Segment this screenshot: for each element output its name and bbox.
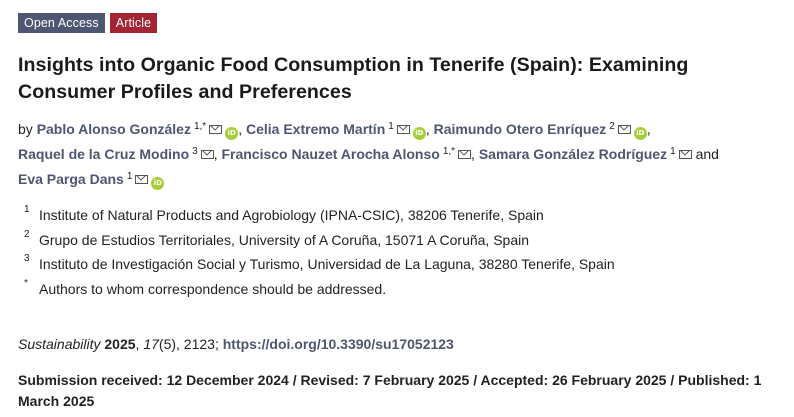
author-separator: , xyxy=(213,146,218,162)
affiliation-number: * xyxy=(24,277,28,289)
author-entry: Celia Extremo Martín 1 iD, xyxy=(245,121,430,140)
author-name-link[interactable]: Samara González Rodríguez xyxy=(478,146,668,162)
affiliation-text: Grupo de Estudios Territoriales, Univers… xyxy=(39,231,530,248)
author-affiliation-marker: 1,* xyxy=(442,146,456,157)
author-name-link[interactable]: Raquel de la Cruz Modino xyxy=(18,146,190,162)
article-badges: Open Access Article xyxy=(18,13,158,33)
author-separator: , xyxy=(425,121,430,137)
affiliation-text: Instituto de Investigación Social y Turi… xyxy=(39,256,615,272)
author-entry: Raquel de la Cruz Modino 3, xyxy=(18,146,218,162)
author-name-link[interactable]: Raimundo Otero Enríquez xyxy=(433,121,607,137)
mail-icon[interactable] xyxy=(209,125,223,134)
author-name-link[interactable]: Eva Parga Dans xyxy=(18,171,124,187)
author-entry: Raimundo Otero Enríquez 2 iD, xyxy=(433,121,651,140)
mail-icon[interactable] xyxy=(678,150,692,159)
author-name-link[interactable]: Francisco Nauzet Arocha Alonso xyxy=(221,146,440,162)
mail-icon[interactable] xyxy=(458,150,472,159)
citation-issue: (5) xyxy=(158,336,177,352)
author-entry: Samara González Rodríguez 1 xyxy=(479,146,692,162)
citation-pages: , 2123; xyxy=(176,336,223,352)
author-affiliation-marker: 1 xyxy=(670,146,676,157)
affiliation-number: 3 xyxy=(24,253,30,264)
authors-and: and xyxy=(695,146,719,162)
journal-name: Sustainability xyxy=(18,336,101,352)
author-list: by Pablo Alonso González 1,*iD, Celia Ext… xyxy=(18,117,788,192)
mail-icon[interactable] xyxy=(135,175,149,184)
author-name-link[interactable]: Celia Extremo Martín xyxy=(245,121,386,137)
author-separator: , xyxy=(646,121,651,137)
affiliation-number: 1 xyxy=(24,204,30,215)
author-affiliation-marker: 1 xyxy=(388,121,394,132)
author-name-link[interactable]: Pablo Alonso González xyxy=(36,121,191,137)
author-affiliation-marker: 3 xyxy=(192,146,198,157)
author-separator: , xyxy=(471,146,475,162)
affiliation-text: Authors to whom correspondence should be… xyxy=(39,280,387,297)
article-title: Insights into Organic Food Consumption i… xyxy=(18,54,689,103)
citation-line: Sustainability 2025, 17(5), 2123; https:… xyxy=(18,336,454,352)
orcid-icon[interactable]: iD xyxy=(412,127,426,140)
orcid-icon[interactable]: iD xyxy=(225,127,239,140)
open-access-badge[interactable]: Open Access xyxy=(18,13,105,33)
mail-icon[interactable] xyxy=(200,150,214,159)
mail-icon[interactable] xyxy=(617,125,631,134)
orcid-icon[interactable]: iD xyxy=(151,177,165,190)
mail-icon[interactable] xyxy=(396,125,410,134)
citation-year: 2025 xyxy=(104,336,136,352)
author-separator: , xyxy=(238,121,243,137)
citation-volume: 17 xyxy=(143,336,159,352)
article-type-badge: Article xyxy=(109,13,158,33)
affiliation-text: Institute of Natural Products and Agrobi… xyxy=(39,207,544,223)
author-entry: Pablo Alonso González 1,* iD, xyxy=(36,121,243,140)
author-entry: Eva Parga Dans 1 iD xyxy=(18,171,165,190)
author-affiliation-marker: 1 xyxy=(126,171,133,182)
author-entry: Francisco Nauzet Arocha Alonso 1,*, xyxy=(221,146,474,162)
affiliation-number: 2 xyxy=(24,228,30,240)
author-affiliation-marker: 1,* xyxy=(193,121,207,132)
orcid-icon[interactable]: iD xyxy=(633,127,647,140)
doi-link[interactable]: https://doi.org/10.3390/su17052123 xyxy=(222,336,454,352)
author-affiliation-marker: 2 xyxy=(609,121,615,132)
publication-dates: Submission received: 12 December 2024 / … xyxy=(18,372,762,409)
authors-prefix: by xyxy=(18,121,33,137)
